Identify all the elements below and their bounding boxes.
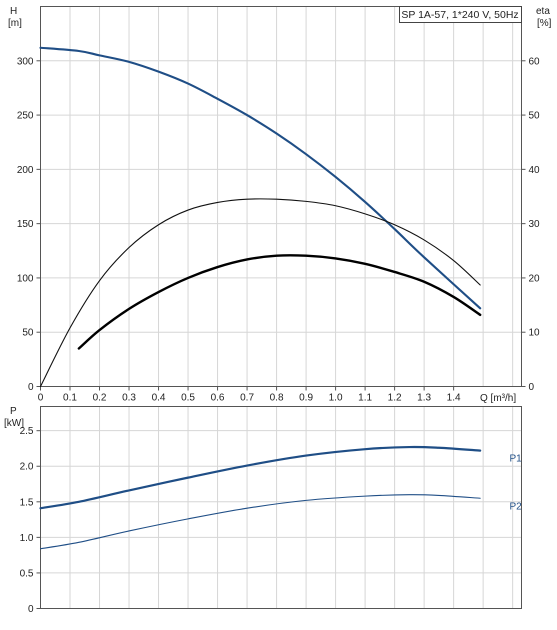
x-axis-label: Q [m³/h]: [480, 393, 516, 404]
power-curve-p2: [39, 494, 481, 550]
power-tick-label: 0: [28, 604, 34, 615]
x-tick-label: 1.2: [388, 393, 402, 404]
y-right-tick-label: 60: [529, 56, 541, 67]
y-left-tick-label: 50: [22, 328, 34, 339]
power-tick-label: 1.5: [20, 497, 34, 508]
y-left-tick-label: 300: [17, 56, 34, 67]
power-series-lines: [39, 445, 482, 550]
x-tick-label: 0.9: [299, 393, 313, 404]
top-plot-frame: [40, 6, 522, 387]
series-label-p2: P2: [510, 501, 523, 512]
y-left-tick-label: 100: [17, 273, 34, 284]
power-tick-labels: 0 0.5 1.0 1.5 2.0 2.5: [20, 426, 41, 615]
efficiency-curve-line: [39, 198, 481, 388]
x-tick-label: 1.3: [417, 393, 431, 404]
top-left-tick-labels: 0 50 100 150 200 250 300: [17, 56, 41, 393]
power-axis-unit: [kW]: [4, 418, 24, 429]
power-tick-label: 2.0: [20, 462, 34, 473]
bottom-gridlines: [40, 406, 522, 609]
head-curve-line: [39, 46, 482, 310]
power-tick-label: 2.5: [20, 426, 34, 437]
y-right-tick-label: 50: [529, 111, 541, 122]
x-tick-label: 1.0: [329, 393, 343, 404]
power-curve-p1: [39, 445, 482, 510]
y-right-tick-label: 20: [529, 273, 541, 284]
x-tick-label: 0.5: [181, 393, 195, 404]
y-right-tick-label: 40: [529, 165, 541, 176]
power-axis-label: P: [10, 406, 17, 417]
x-tick-label: 0.7: [240, 393, 254, 404]
power-tick-label: 1.0: [20, 533, 34, 544]
x-tick-label: 0.1: [63, 393, 77, 404]
chart-title: SP 1A-57, 1*240 V, 50Hz: [401, 9, 518, 21]
y-left-unit: [m]: [8, 18, 22, 29]
y-left-tick-label: 200: [17, 165, 34, 176]
power-series-labels: P1 P2: [510, 454, 523, 513]
y-right-unit: [%]: [537, 18, 552, 29]
chart-title-box: SP 1A-57, 1*240 V, 50Hz: [399, 6, 522, 23]
y-left-tick-label: 250: [17, 111, 34, 122]
y-right-tick-label: 30: [529, 219, 541, 230]
x-tick-label: 0.4: [152, 393, 166, 404]
top-series-lines: [39, 46, 482, 388]
series-label-p1: P1: [510, 454, 523, 465]
y-left-label: H: [10, 6, 17, 17]
x-tick-label: 1.1: [358, 393, 372, 404]
y-right-tick-label: 10: [529, 328, 541, 339]
top-right-tick-labels: 0 10 20 30 40 50 60: [521, 56, 541, 393]
x-tick-label: 0: [38, 393, 44, 404]
x-tick-label: 1.4: [447, 393, 461, 404]
x-tick-labels: 0 0.1 0.2 0.3 0.4 0.5 0.6 0.7 0.8 0.9 1.0 1.1 1.2 1.3…: [38, 386, 461, 404]
x-tick-label: 0.3: [122, 393, 136, 404]
y-left-tick-label: 150: [17, 219, 34, 230]
head-efficiency-panel: SP 1A-57, 1*240 V, 50Hz H [m] eta [%] Q …: [8, 6, 552, 404]
title-box-frame: [399, 6, 522, 23]
total-efficiency-curve-line: [77, 254, 482, 350]
power-tick-label: 0.5: [20, 568, 34, 579]
y-left-tick-label: 0: [28, 382, 34, 393]
x-tick-label: 0.2: [93, 393, 107, 404]
x-tick-label: 0.8: [270, 393, 284, 404]
y-right-tick-label: 0: [529, 382, 535, 393]
x-tick-label: 0.6: [211, 393, 225, 404]
power-panel: P [kW] 0 0.5 1.0 1.5 2.0 2.5 P1 P2: [4, 406, 522, 615]
y-right-label: eta: [536, 6, 550, 17]
